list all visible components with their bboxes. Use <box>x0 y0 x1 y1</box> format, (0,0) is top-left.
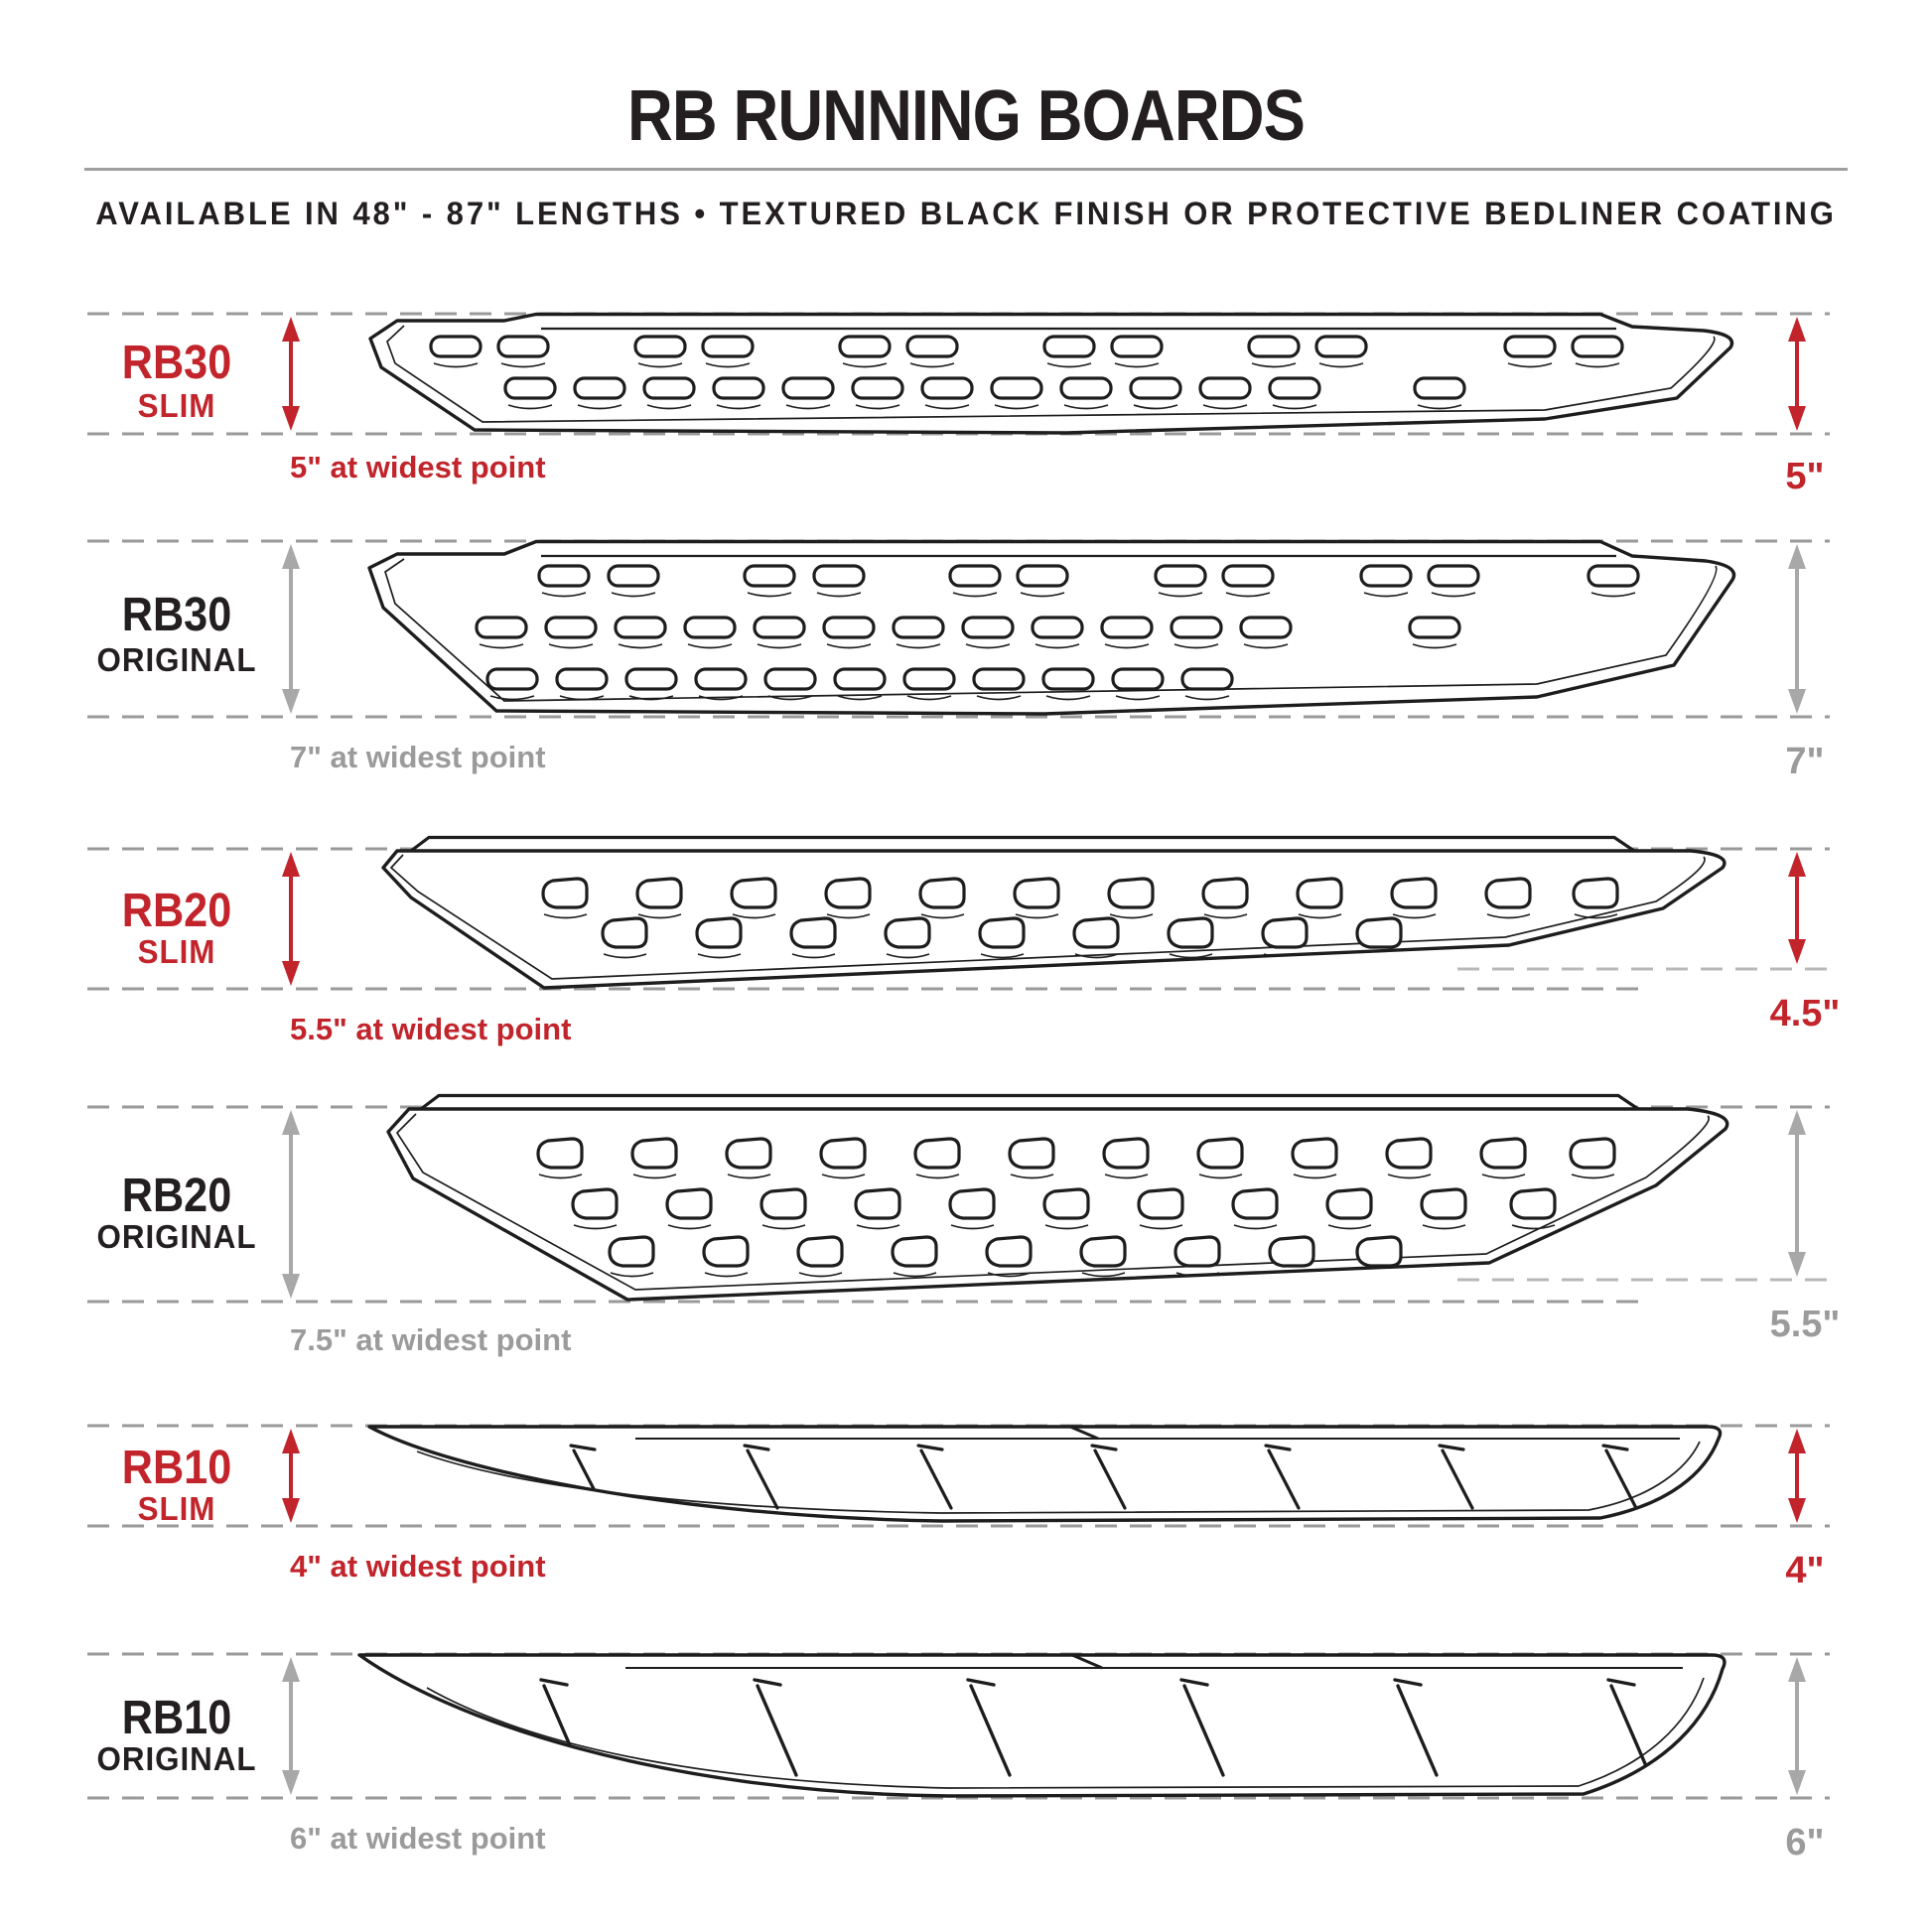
row4-width-annotation: 7.5" at widest point <box>290 1322 572 1357</box>
row5-right-dimension: 4" <box>1785 1550 1825 1591</box>
rb10-original-board-drawing <box>357 1653 1726 1798</box>
rb20-slim-board-drawing <box>381 835 1726 990</box>
row1-width-annotation: 5" at widest point <box>290 450 546 484</box>
row1-right-dimension: 5" <box>1785 456 1825 497</box>
row4-model-label: RB20 <box>121 1170 232 1222</box>
rb10-slim-board-drawing <box>367 1425 1723 1523</box>
rb20-original-board-drawing <box>386 1093 1729 1302</box>
row2-width-annotation: 7" at widest point <box>290 740 546 774</box>
rb30-original-board-drawing <box>367 539 1736 716</box>
row4-right-dimension: 5.5" <box>1769 1304 1841 1345</box>
title-divider <box>84 168 1848 171</box>
page-subtitle: AVAILABLE IN 48" - 87" LENGTHS • TEXTURE… <box>95 196 1837 231</box>
row6-variant-label: ORIGINAL <box>96 1740 257 1777</box>
row3-model-label: RB20 <box>121 885 232 937</box>
row4-variant-label: ORIGINAL <box>96 1218 257 1255</box>
row6-model-label: RB10 <box>121 1692 232 1744</box>
page-title: RB RUNNING BOARDS <box>627 76 1306 156</box>
dimension-arrows <box>282 317 1806 1795</box>
row5-model-label: RB10 <box>121 1442 232 1494</box>
row2-right-dimension: 7" <box>1785 741 1825 782</box>
row5-variant-label: SLIM <box>137 1490 216 1527</box>
row1-variant-label: SLIM <box>137 387 216 424</box>
row2-model-label: RB30 <box>121 589 232 641</box>
row2-variant-label: ORIGINAL <box>96 641 257 678</box>
rb30-slim-board-drawing <box>368 312 1734 435</box>
row6-right-dimension: 6" <box>1785 1822 1825 1863</box>
row3-variant-label: SLIM <box>137 933 216 970</box>
row6-width-annotation: 6" at widest point <box>290 1821 546 1856</box>
row1-model-label: RB30 <box>121 337 232 389</box>
row3-width-annotation: 5.5" at widest point <box>290 1012 572 1046</box>
row3-right-dimension: 4.5" <box>1769 993 1841 1035</box>
row5-width-annotation: 4" at widest point <box>290 1549 546 1584</box>
